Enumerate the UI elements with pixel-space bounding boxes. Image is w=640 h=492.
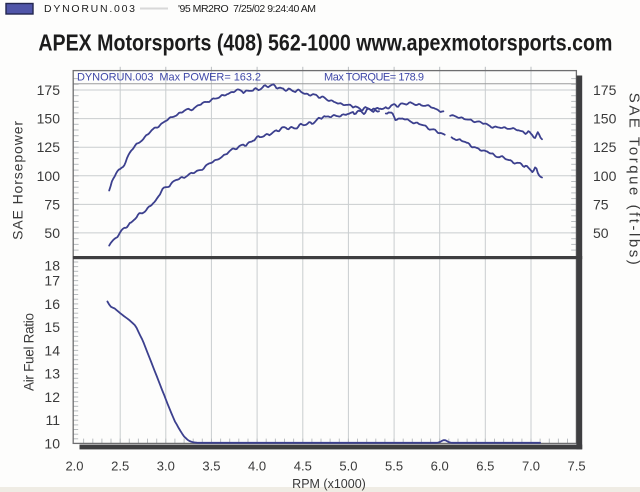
svg-text:125: 125	[37, 139, 61, 155]
svg-text:'95 MR2RO 7/25/02 9:24:40 AM: '95 MR2RO 7/25/02 9:24:40 AM	[178, 3, 316, 15]
svg-text:50: 50	[593, 225, 609, 241]
svg-text:75: 75	[593, 196, 609, 212]
svg-text:3.5: 3.5	[202, 459, 220, 474]
svg-text:17: 17	[44, 273, 60, 289]
svg-text:15: 15	[44, 319, 60, 335]
svg-text:100: 100	[37, 168, 61, 184]
svg-text:6.5: 6.5	[476, 459, 494, 474]
svg-text:16: 16	[44, 296, 60, 312]
svg-text:13: 13	[44, 366, 60, 382]
svg-text:150: 150	[593, 111, 617, 127]
svg-text:50: 50	[44, 225, 60, 241]
svg-text:12: 12	[44, 389, 60, 405]
svg-text:Max TORQUE= 178.9: Max TORQUE= 178.9	[324, 72, 424, 84]
svg-text:150: 150	[37, 111, 61, 127]
svg-text:4.5: 4.5	[294, 459, 312, 474]
svg-text:6.0: 6.0	[431, 459, 449, 474]
svg-text:75: 75	[44, 196, 60, 212]
svg-text:4.0: 4.0	[248, 459, 266, 474]
svg-text:5.5: 5.5	[385, 459, 403, 474]
svg-text:18: 18	[44, 258, 60, 274]
svg-text:SAE Horsepower: SAE Horsepower	[9, 121, 25, 240]
svg-text:7.5: 7.5	[568, 459, 586, 474]
svg-text:RPM (x1000): RPM (x1000)	[292, 477, 366, 491]
svg-text:11: 11	[45, 412, 60, 428]
svg-text:SAE Torque (ft-lbs): SAE Torque (ft-lbs)	[626, 93, 640, 265]
svg-text:14: 14	[44, 342, 60, 358]
svg-text:5.0: 5.0	[339, 459, 357, 474]
svg-text:10: 10	[44, 436, 60, 452]
svg-text:175: 175	[37, 82, 61, 98]
svg-text:DYNORUN.003 Max POWER= 163.2: DYNORUN.003 Max POWER= 163.2	[77, 72, 261, 84]
svg-text:2.5: 2.5	[111, 459, 129, 474]
svg-text:2.0: 2.0	[65, 459, 83, 474]
svg-text:APEX Motorsports (408) 562-100: APEX Motorsports (408) 562-1000 www.apex…	[38, 30, 612, 56]
svg-text:100: 100	[593, 168, 617, 184]
svg-text:3.0: 3.0	[157, 459, 175, 474]
svg-text:7.0: 7.0	[522, 459, 540, 474]
svg-text:175: 175	[593, 82, 617, 98]
svg-text:125: 125	[593, 139, 617, 155]
svg-text:Air Fuel Ratio: Air Fuel Ratio	[22, 313, 37, 391]
